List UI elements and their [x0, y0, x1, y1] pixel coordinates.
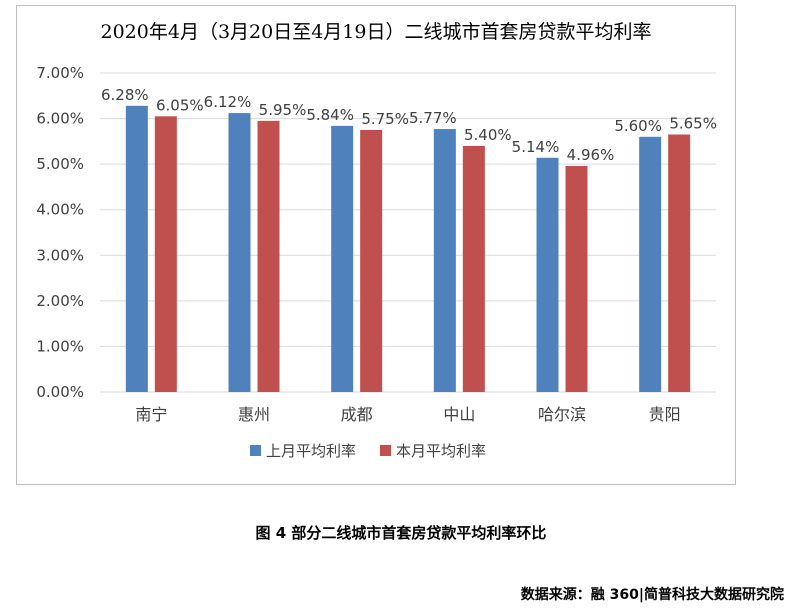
x-tick-label: 南宁: [135, 405, 167, 424]
y-tick-label: 6.00%: [36, 110, 84, 128]
data-label: 6.12%: [204, 93, 252, 111]
y-tick-label: 0.00%: [36, 383, 84, 401]
data-label: 5.14%: [512, 138, 560, 156]
y-tick-label: 5.00%: [36, 155, 84, 173]
data-label: 6.05%: [156, 96, 204, 114]
legend-label: 本月平均利率: [396, 442, 486, 460]
figure-caption: 图 4 部分二线城市首套房贷款平均利率环比: [255, 524, 547, 542]
x-tick-label: 哈尔滨: [538, 405, 586, 424]
bar-this-month: [257, 120, 280, 392]
bar-last-month: [639, 136, 662, 392]
data-label: 4.96%: [567, 146, 615, 164]
bar-this-month: [565, 165, 588, 392]
bar-this-month: [360, 129, 383, 392]
bar-this-month: [668, 134, 691, 392]
y-tick-label: 2.00%: [36, 292, 84, 310]
bar-this-month: [154, 116, 177, 393]
data-label: 6.28%: [101, 86, 149, 104]
data-label: 5.77%: [409, 109, 457, 127]
legend-swatch: [250, 445, 261, 456]
legend-label: 上月平均利率: [266, 442, 356, 460]
bar-last-month: [536, 157, 559, 392]
x-tick-label: 贵阳: [649, 405, 681, 424]
data-label: 5.40%: [464, 126, 512, 144]
bar-this-month: [462, 145, 485, 392]
x-tick-label: 惠州: [238, 405, 270, 424]
x-tick-label: 中山: [443, 405, 475, 424]
chart-title: 2020年4月（3月20日至4月19日）二线城市首套房贷款平均利率: [101, 21, 652, 43]
legend-swatch: [380, 445, 391, 456]
data-label: 5.75%: [361, 110, 409, 128]
x-tick-label: 成都: [341, 405, 373, 424]
data-label: 5.60%: [614, 117, 662, 135]
bar-last-month: [433, 129, 456, 392]
data-label: 5.84%: [306, 106, 354, 124]
y-tick-label: 3.00%: [36, 246, 84, 264]
y-tick-label: 7.00%: [36, 64, 84, 82]
y-tick-label: 1.00%: [36, 337, 84, 355]
bar-last-month: [331, 125, 354, 392]
y-tick-label: 4.00%: [36, 201, 84, 219]
bar-last-month: [125, 105, 148, 392]
bar-chart: 2020年4月（3月20日至4月19日）二线城市首套房贷款平均利率 0.00% 1.…: [36, 21, 717, 460]
data-label: 5.95%: [259, 101, 307, 119]
bar-last-month: [228, 113, 251, 393]
data-source: 数据来源：融 360|简普科技大数据研究院: [520, 587, 784, 603]
data-label: 5.65%: [669, 115, 717, 133]
